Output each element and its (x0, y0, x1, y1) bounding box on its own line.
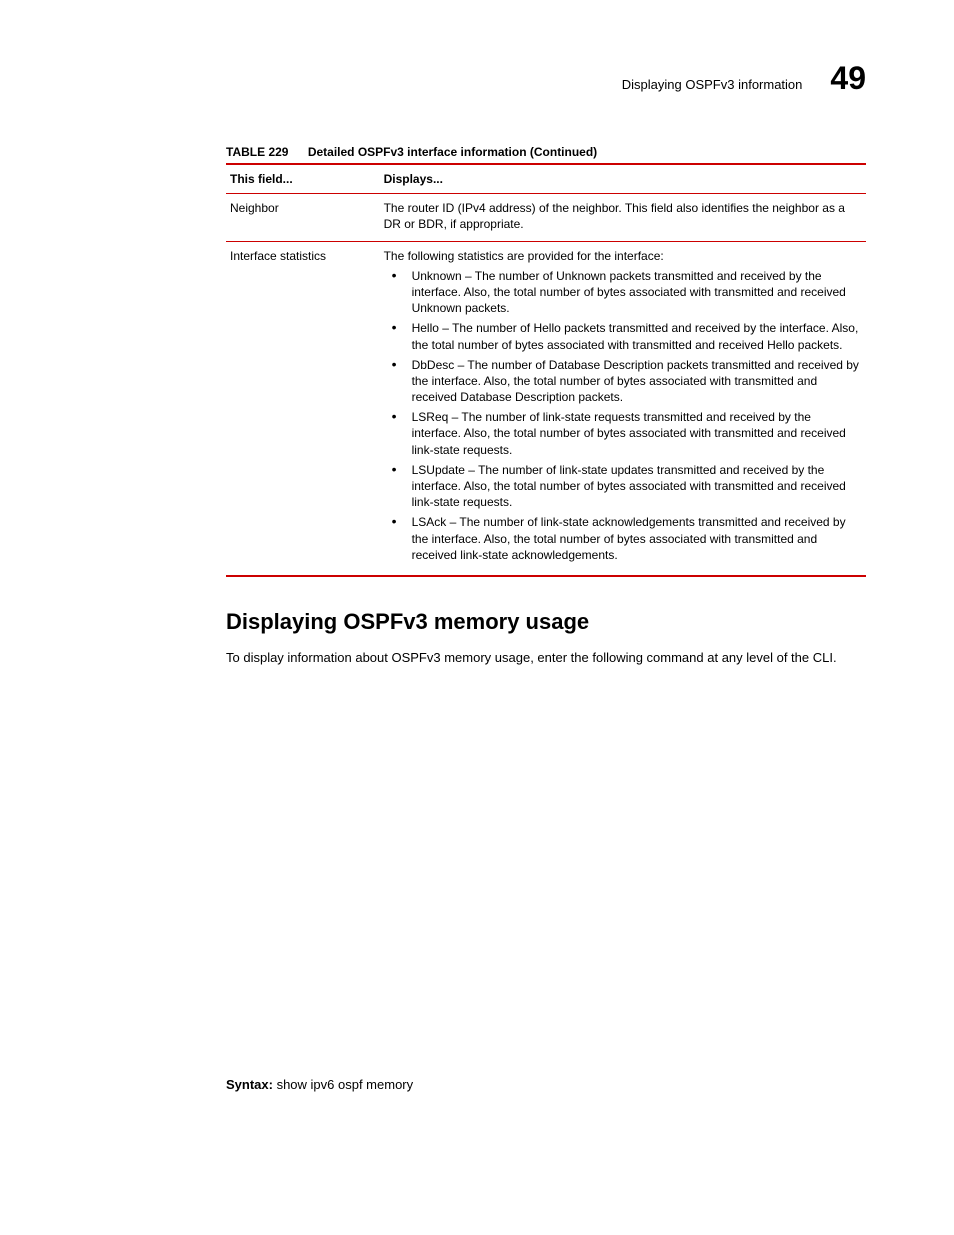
interface-info-table: This field... Displays... Neighbor The r… (226, 163, 866, 577)
syntax-line: Syntax: show ipv6 ospf memory (226, 1077, 866, 1092)
section-heading: Displaying OSPFv3 memory usage (226, 609, 866, 635)
table-row: Interface statistics The following stati… (226, 241, 866, 576)
list-item: LSAck – The number of link-state acknowl… (384, 514, 862, 563)
running-header: Displaying OSPFv3 information 49 (226, 60, 866, 97)
running-header-title: Displaying OSPFv3 information (622, 77, 803, 92)
section-paragraph: To display information about OSPFv3 memo… (226, 649, 866, 667)
list-item: Hello – The number of Hello packets tran… (384, 320, 862, 352)
list-item: DbDesc – The number of Database Descript… (384, 357, 862, 406)
table-cell-field: Neighbor (226, 194, 380, 241)
bullet-list: Unknown – The number of Unknown packets … (384, 268, 862, 563)
table-header-row: This field... Displays... (226, 164, 866, 194)
row-intro: The router ID (IPv4 address) of the neig… (384, 200, 862, 232)
table-cell-field: Interface statistics (226, 241, 380, 576)
table-body: Neighbor The router ID (IPv4 address) of… (226, 194, 866, 576)
table-caption: TABLE 229 Detailed OSPFv3 interface info… (226, 145, 866, 159)
list-item: LSReq – The number of link-state request… (384, 409, 862, 458)
table-caption-label: TABLE 229 (226, 145, 288, 159)
table-header-displays: Displays... (380, 164, 866, 194)
list-item: Unknown – The number of Unknown packets … (384, 268, 862, 317)
syntax-label: Syntax: (226, 1077, 273, 1092)
list-item: LSUpdate – The number of link-state upda… (384, 462, 862, 511)
row-intro: The following statistics are provided fo… (384, 248, 862, 264)
page: Displaying OSPFv3 information 49 TABLE 2… (0, 0, 954, 1235)
table-cell-displays: The following statistics are provided fo… (380, 241, 866, 576)
table-row: Neighbor The router ID (IPv4 address) of… (226, 194, 866, 241)
chapter-number: 49 (830, 60, 866, 97)
syntax-command: show ipv6 ospf memory (273, 1077, 413, 1092)
table-cell-displays: The router ID (IPv4 address) of the neig… (380, 194, 866, 241)
table-header-field: This field... (226, 164, 380, 194)
table-caption-title: Detailed OSPFv3 interface information (C… (308, 145, 597, 159)
